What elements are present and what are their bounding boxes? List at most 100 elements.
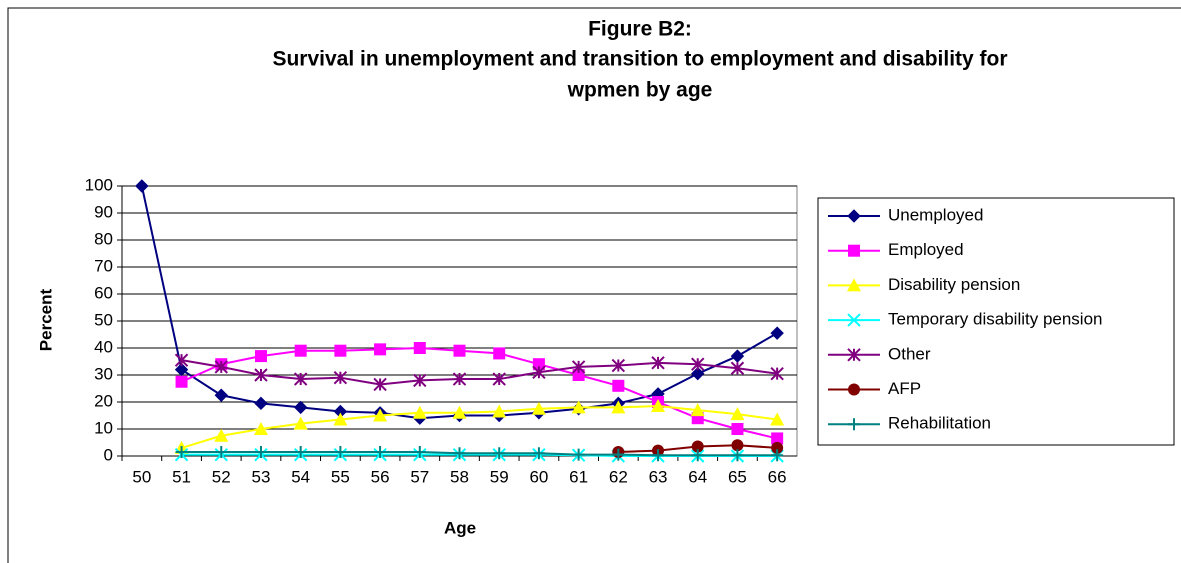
chart-subtitle: Survival in unemployment and transition … <box>272 48 1007 71</box>
x-tick-label: 63 <box>649 467 668 486</box>
marker <box>293 372 308 386</box>
y-tick-label: 50 <box>94 310 113 329</box>
legend-marker <box>847 278 861 292</box>
marker <box>452 372 467 386</box>
y-tick-label: 0 <box>104 445 113 464</box>
marker <box>493 447 506 460</box>
x-tick-label: 66 <box>768 467 787 486</box>
y-tick-label: 100 <box>85 175 113 194</box>
marker <box>253 422 268 435</box>
marker <box>373 377 387 392</box>
marker <box>293 416 308 430</box>
marker <box>691 449 704 462</box>
legend-label: Employed <box>888 240 964 259</box>
marker <box>691 366 705 381</box>
legend-marker <box>847 209 861 223</box>
x-tick-label: 65 <box>728 467 747 486</box>
marker <box>413 342 426 354</box>
x-tick-label: 60 <box>529 467 548 486</box>
y-tick-label: 60 <box>94 283 113 302</box>
marker <box>730 349 745 363</box>
marker <box>254 396 268 411</box>
marker <box>175 445 188 458</box>
legend-marker <box>847 313 861 327</box>
x-tick-label: 52 <box>212 467 231 486</box>
chart-title: Figure B2: <box>588 18 692 41</box>
marker <box>453 344 466 357</box>
legend-label: Other <box>888 344 931 363</box>
x-tick-label: 58 <box>450 467 469 486</box>
legend-label: AFP <box>888 379 921 398</box>
marker <box>215 445 228 458</box>
marker <box>492 372 506 386</box>
marker <box>413 445 426 458</box>
marker <box>611 358 626 373</box>
y-axis-title: Percent <box>36 288 55 351</box>
x-tick-label: 56 <box>371 467 390 486</box>
marker <box>293 400 308 415</box>
marker <box>652 449 665 462</box>
y-tick-label: 30 <box>94 364 113 383</box>
legend-marker <box>848 244 860 257</box>
marker <box>731 449 744 462</box>
x-axis-title: Age <box>444 518 476 537</box>
x-tick-label: 61 <box>569 467 588 486</box>
marker <box>334 445 347 458</box>
marker <box>294 344 307 357</box>
x-tick-label: 59 <box>490 467 509 486</box>
marker <box>771 449 784 462</box>
marker <box>690 403 705 417</box>
marker <box>531 401 546 415</box>
marker <box>333 412 348 426</box>
marker <box>651 356 665 370</box>
x-tick-label: 54 <box>291 467 310 486</box>
legend-marker <box>848 383 860 396</box>
marker <box>254 350 267 363</box>
marker <box>730 361 745 375</box>
marker <box>571 400 586 414</box>
marker <box>571 360 586 374</box>
marker <box>175 375 188 388</box>
x-tick-label: 51 <box>172 467 191 486</box>
marker <box>294 445 307 458</box>
series-line <box>181 359 778 386</box>
marker <box>453 447 466 460</box>
marker <box>334 344 347 357</box>
y-tick-label: 80 <box>94 229 113 248</box>
x-tick-label: 50 <box>132 467 151 486</box>
marker <box>254 445 267 458</box>
marker <box>532 447 545 460</box>
marker <box>374 445 387 458</box>
marker <box>771 432 784 445</box>
marker <box>135 179 149 193</box>
y-tick-label: 90 <box>94 202 113 221</box>
marker <box>691 357 705 371</box>
marker <box>373 408 388 422</box>
series-line <box>181 346 778 440</box>
x-tick-label: 57 <box>410 467 429 486</box>
legend-box <box>817 197 1175 446</box>
marker <box>532 358 545 371</box>
marker <box>254 368 268 382</box>
marker <box>731 439 744 452</box>
y-tick-label: 10 <box>94 418 113 437</box>
y-tick-label: 20 <box>94 391 113 410</box>
legend-label: Unemployed <box>888 205 983 224</box>
x-tick-label: 55 <box>331 467 350 486</box>
x-tick-label: 62 <box>609 467 628 486</box>
series-line <box>181 405 778 449</box>
marker <box>492 404 507 418</box>
marker <box>413 373 427 388</box>
y-tick-label: 40 <box>94 337 113 356</box>
marker <box>731 423 744 435</box>
marker <box>770 366 784 381</box>
marker <box>412 405 427 419</box>
marker <box>691 440 704 453</box>
legend-label: Rehabilitation <box>888 414 991 433</box>
marker <box>730 407 745 421</box>
marker <box>452 405 467 419</box>
marker <box>374 343 387 356</box>
chart-subtitle: wpmen by age <box>567 79 713 102</box>
marker <box>174 362 189 377</box>
